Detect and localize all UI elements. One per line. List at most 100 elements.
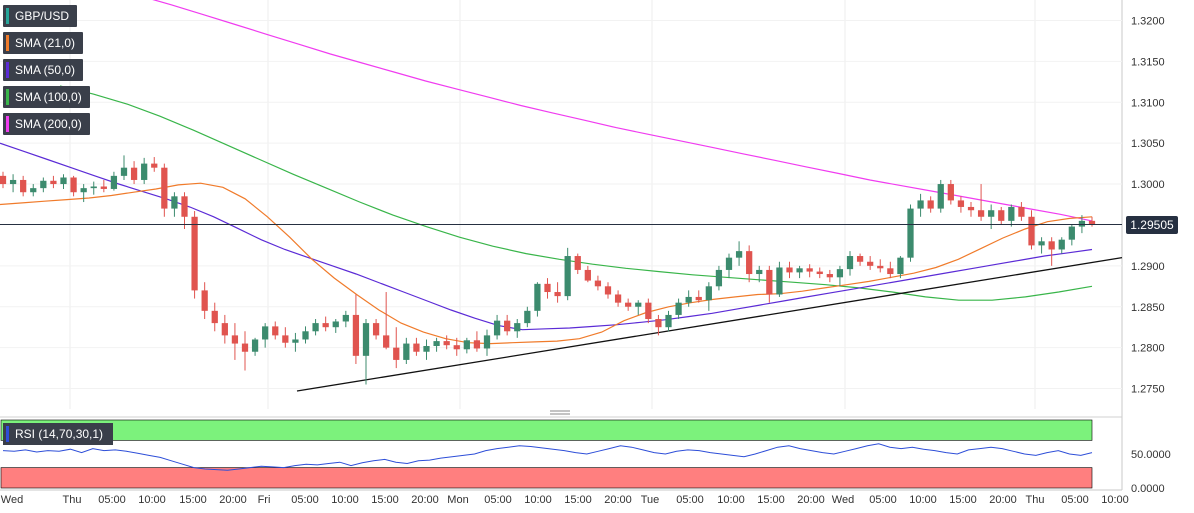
- candle-body: [1018, 206, 1025, 217]
- candle-body: [665, 314, 672, 328]
- candle: [756, 265, 763, 283]
- candle: [372, 319, 380, 340]
- candle: [1068, 224, 1075, 246]
- candle-body: [9, 179, 17, 185]
- candle: [625, 298, 632, 311]
- candle: [1058, 237, 1065, 254]
- candle: [655, 314, 662, 336]
- candle-body: [151, 163, 158, 168]
- rsi-indicator-label: RSI (14,70,30,1): [3, 423, 114, 445]
- candle: [917, 193, 924, 217]
- candle: [584, 265, 591, 283]
- candle: [856, 253, 864, 266]
- candle: [816, 267, 823, 279]
- candle-body: [695, 296, 702, 301]
- price-tick-label: 1.3150: [1131, 56, 1165, 68]
- candle-body: [211, 310, 218, 324]
- candle-body: [725, 257, 733, 270]
- candle: [30, 184, 37, 197]
- candle: [221, 314, 228, 344]
- candle-body: [181, 196, 188, 217]
- candle-body: [705, 286, 712, 301]
- candle-body: [856, 256, 864, 262]
- candle-body: [1048, 241, 1055, 250]
- candle-body: [120, 167, 128, 176]
- price-tick-label: 1.3100: [1131, 97, 1165, 109]
- candle-body: [110, 175, 118, 189]
- candle-body: [453, 345, 460, 350]
- candle-body: [594, 280, 602, 287]
- candle-body: [867, 261, 874, 266]
- candle: [241, 331, 249, 371]
- time-tick-label: 20:00: [411, 494, 439, 506]
- candle-body: [262, 326, 269, 340]
- candle: [181, 192, 188, 230]
- candle-body: [635, 302, 642, 307]
- candle-body: [342, 314, 349, 322]
- candle: [201, 282, 208, 320]
- time-tick-label: 15:00: [179, 494, 207, 506]
- candle-body: [645, 302, 652, 320]
- candle-body: [957, 200, 965, 207]
- candle-body: [70, 177, 77, 193]
- time-tick-label: 20:00: [797, 494, 825, 506]
- candle-body: [171, 196, 178, 209]
- legend-item: SMA (21,0): [3, 32, 84, 54]
- price-tick-label: 1.3200: [1131, 15, 1165, 27]
- candle: [897, 256, 904, 279]
- candle-body: [30, 188, 37, 193]
- time-tick-label: 15:00: [757, 494, 785, 506]
- panel-divider-handle[interactable]: [550, 410, 570, 415]
- candle: [554, 282, 561, 303]
- time-tick-label: 05:00: [291, 494, 319, 506]
- candles: [0, 155, 1096, 385]
- candle: [1008, 204, 1015, 227]
- candle: [60, 174, 67, 189]
- price-tick-label: 1.2900: [1131, 261, 1165, 273]
- candle: [635, 300, 642, 315]
- candle-body: [90, 186, 97, 189]
- candle-body: [584, 269, 591, 281]
- time-tick-label: 05:00: [484, 494, 512, 506]
- candle-body: [241, 343, 249, 352]
- candle: [594, 275, 602, 291]
- candle: [1038, 237, 1045, 254]
- candle-body: [493, 320, 501, 336]
- candle: [151, 157, 158, 172]
- price-axis: 1.3200 1.3150 1.3100 1.3050 1.3000 1.2900 1.28…: [1131, 15, 1165, 395]
- candle: [292, 332, 299, 352]
- candle: [867, 256, 874, 270]
- time-tick-label: 20:00: [989, 494, 1017, 506]
- candle-body: [352, 314, 360, 356]
- candle: [282, 327, 289, 348]
- candle-body: [191, 216, 198, 291]
- candle: [715, 265, 723, 291]
- candle-body: [826, 274, 833, 278]
- candle-body: [50, 180, 57, 185]
- candle: [927, 196, 934, 213]
- candle-body: [100, 186, 107, 189]
- candle: [362, 319, 370, 385]
- candle: [272, 321, 279, 340]
- candle-body: [836, 269, 844, 278]
- candle: [846, 251, 854, 276]
- candle-body: [796, 268, 803, 273]
- legend-label: SMA (100,0): [15, 90, 82, 104]
- candle: [483, 329, 491, 356]
- candle-body: [40, 180, 47, 189]
- candle: [514, 319, 521, 338]
- candle: [977, 184, 985, 221]
- candle-body: [877, 265, 884, 269]
- candle: [171, 192, 178, 217]
- candle: [130, 161, 138, 185]
- candle: [786, 261, 793, 279]
- candle-body: [887, 268, 894, 275]
- candle-body: [141, 163, 148, 180]
- candle: [0, 171, 7, 189]
- candle: [665, 310, 672, 332]
- candle-body: [564, 256, 571, 297]
- sma-200-line: [152, 0, 1093, 222]
- candle-body: [846, 256, 854, 270]
- candle: [705, 282, 712, 311]
